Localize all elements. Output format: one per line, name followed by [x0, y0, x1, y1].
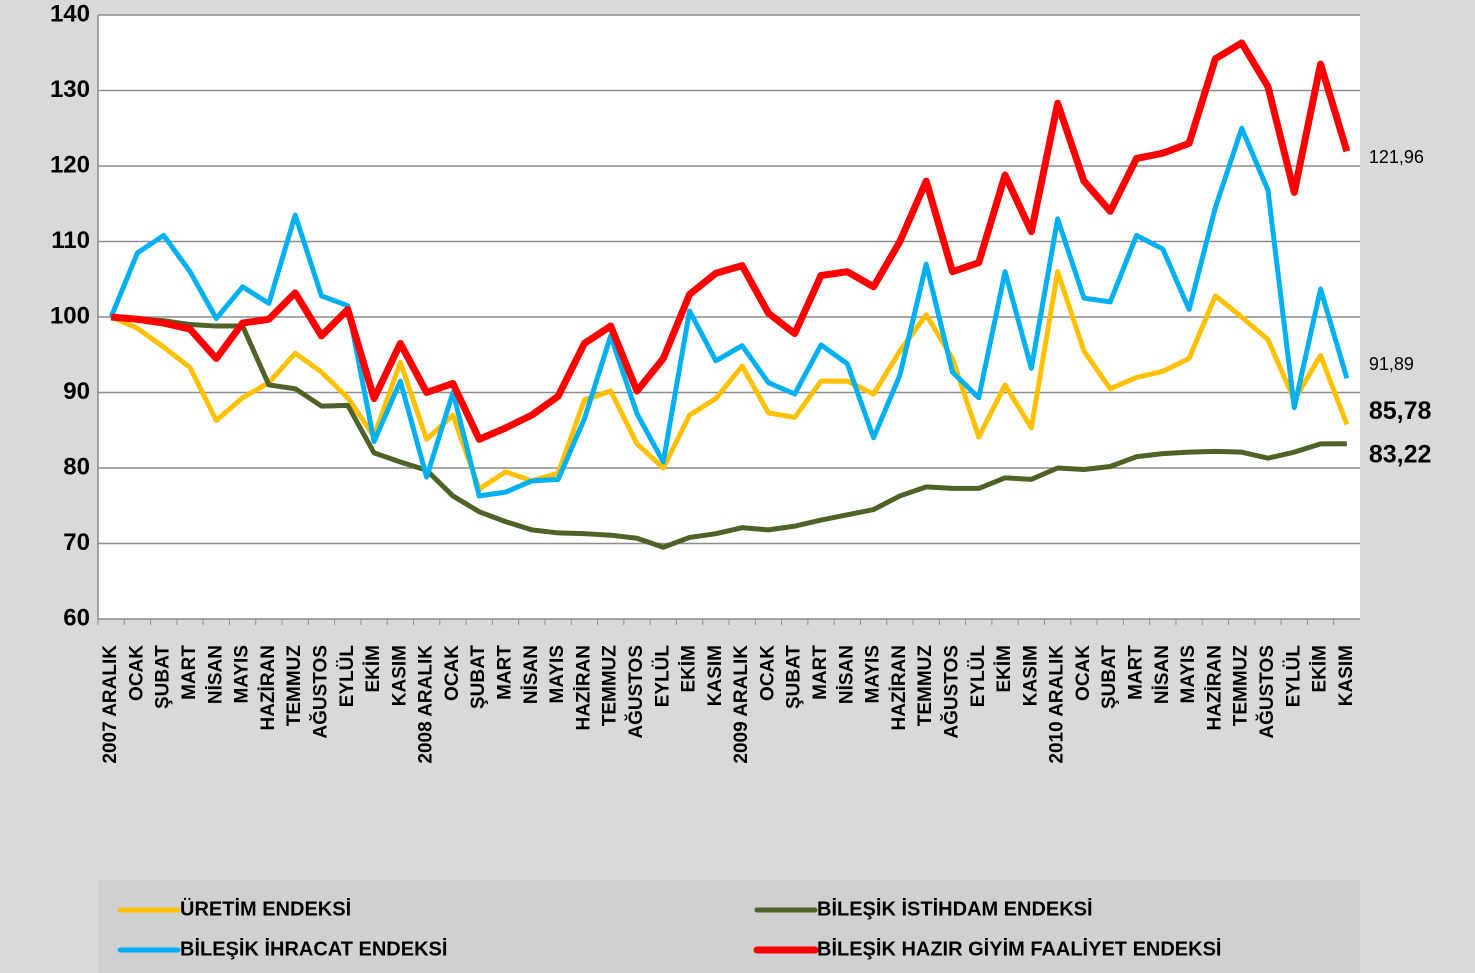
x-tick-label: KASIM	[389, 645, 410, 706]
x-tick-label: 2008 ARALIK	[416, 645, 437, 764]
x-tick-label: TEMMUZ	[915, 645, 936, 727]
x-tick-label: HAZİRAN	[573, 645, 594, 731]
x-tick-label: OCAK	[757, 645, 778, 701]
x-tick-label: HAZİRAN	[258, 645, 279, 731]
x-tick-label: MAYIS	[863, 645, 884, 703]
y-tick-label: 60	[63, 604, 90, 631]
y-tick-label: 80	[63, 453, 90, 480]
x-tick-label: ŞUBAT	[153, 645, 174, 709]
y-tick-label: 130	[50, 76, 90, 103]
x-tick-label: MAYIS	[1178, 645, 1199, 703]
y-tick-label: 70	[63, 529, 90, 556]
x-tick-label: ŞUBAT	[784, 645, 805, 709]
x-tick-label: MART	[495, 645, 516, 700]
x-tick-label: EKİM	[1310, 645, 1331, 693]
x-tick-label: TEMMUZ	[600, 645, 621, 727]
x-tick-label: NİSAN	[836, 645, 857, 704]
x-tick-label: KASIM	[1336, 645, 1357, 706]
x-tick-label: NİSAN	[1152, 645, 1173, 704]
x-tick-label: OCAK	[442, 645, 463, 701]
x-tick-label: OCAK	[126, 645, 147, 701]
end-label: 121,96	[1369, 147, 1424, 167]
x-tick-label: MART	[179, 645, 200, 700]
x-tick-label: MART	[1126, 645, 1147, 700]
x-tick-label: NİSAN	[521, 645, 542, 704]
x-tick-label: MAYIS	[547, 645, 568, 703]
x-tick-label: ŞUBAT	[1099, 645, 1120, 709]
y-tick-label: 120	[50, 151, 90, 178]
x-tick-label: AĞUSTOS	[940, 645, 962, 739]
end-label: 83,22	[1369, 440, 1432, 468]
y-tick-label: 140	[50, 0, 90, 27]
legend-box	[98, 880, 1360, 973]
x-tick-label: 2007 ARALIK	[100, 645, 121, 764]
x-tick-label: HAZİRAN	[889, 645, 910, 731]
end-label: 85,78	[1369, 397, 1432, 425]
y-tick-label: 110	[51, 227, 90, 254]
x-tick-label: MART	[810, 645, 831, 700]
x-tick-label: HAZİRAN	[1204, 645, 1225, 731]
series-line	[110, 39, 1351, 443]
series-line	[108, 125, 1350, 499]
x-tick-label: EKİM	[679, 645, 700, 693]
x-tick-label: TEMMUZ	[284, 645, 305, 727]
x-tick-label: AĞUSTOS	[309, 645, 331, 739]
x-tick-label: MAYIS	[232, 645, 253, 703]
y-tick-label: 100	[50, 302, 90, 329]
x-tick-label: EYLÜL	[337, 645, 358, 708]
x-tick-label: EYLÜL	[968, 645, 989, 708]
x-tick-label: TEMMUZ	[1231, 645, 1252, 727]
x-tick-label: EKİM	[363, 645, 384, 693]
x-tick-label: KASIM	[705, 645, 726, 706]
x-tick-label: AĞUSTOS	[1256, 645, 1278, 739]
x-tick-label: KASIM	[1020, 645, 1041, 706]
legend-label: BİLEŞİK HAZIR GİYİM FAALİYET ENDEKSİ	[817, 937, 1221, 960]
x-tick-label: NİSAN	[205, 645, 226, 704]
x-tick-label: 2010 ARALIK	[1047, 645, 1068, 764]
legend-label: BİLEŞİK İSTİHDAM ENDEKSİ	[817, 897, 1093, 920]
x-tick-label: EYLÜL	[652, 645, 673, 708]
x-tick-label: AĞUSTOS	[625, 645, 647, 739]
x-tick-label: 2009 ARALIK	[731, 645, 752, 764]
x-tick-label: EKİM	[994, 645, 1015, 693]
legend-label: BİLEŞİK İHRACAT ENDEKSİ	[180, 937, 447, 960]
end-label: 91,89	[1369, 354, 1414, 374]
series-line	[110, 269, 1350, 492]
series-line	[110, 314, 1347, 550]
x-tick-label: OCAK	[1073, 645, 1094, 701]
x-tick-label: EYLÜL	[1283, 645, 1304, 708]
x-tick-label: ŞUBAT	[468, 645, 489, 709]
legend-label: ÜRETİM ENDEKSİ	[180, 897, 351, 920]
y-tick-label: 90	[63, 378, 90, 405]
